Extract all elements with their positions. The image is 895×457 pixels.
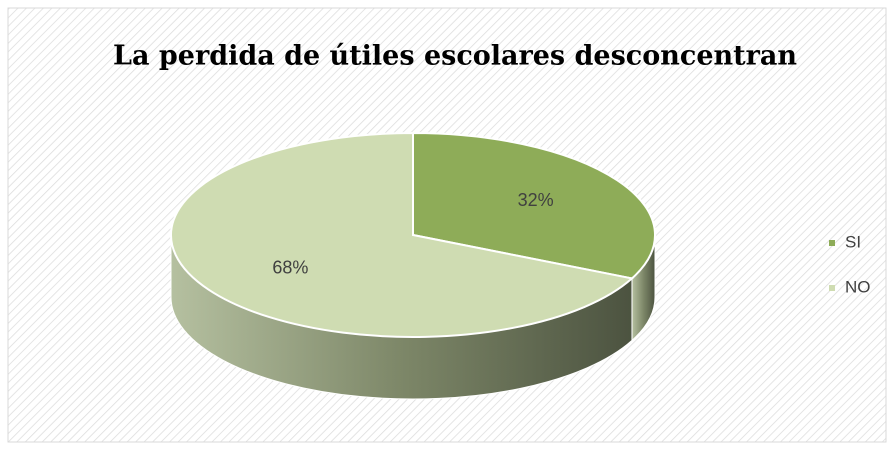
- data-label: 32%: [518, 190, 554, 210]
- pie-slice: [412, 131, 656, 280]
- chart-title: La perdida de útiles escolares desconcen…: [113, 41, 797, 72]
- legend-label: SI: [845, 232, 861, 251]
- legend-marker: [829, 240, 835, 246]
- legend-label: NO: [845, 277, 871, 296]
- legend-marker: [829, 285, 835, 291]
- pie-slice: [170, 131, 635, 338]
- data-label: 68%: [272, 258, 308, 278]
